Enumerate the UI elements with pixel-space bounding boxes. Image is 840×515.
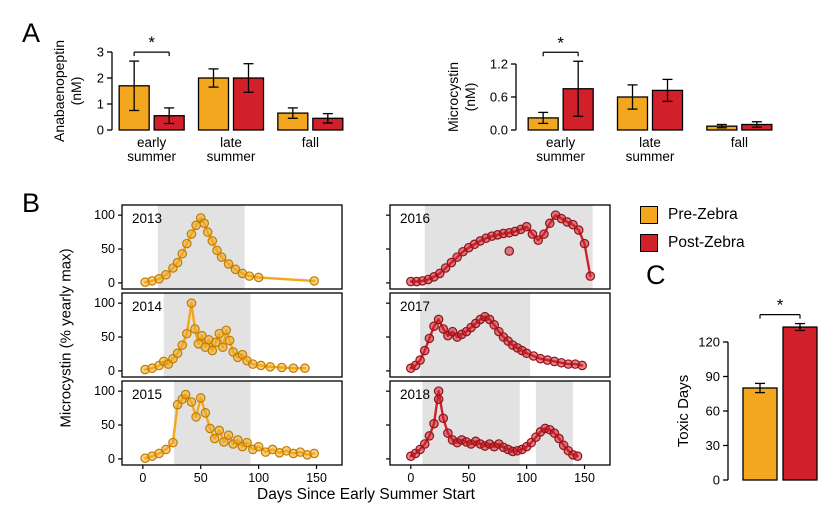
svg-text:fall: fall <box>302 135 319 150</box>
svg-text:*: * <box>148 33 155 52</box>
svg-text:100: 100 <box>248 471 269 485</box>
microcystin-timeseries-grid: 0 50 100 2013 0 50 100 2014 0 50 100 0 50 100 150 2015 2… <box>94 204 611 485</box>
svg-text:(nM): (nM) <box>462 83 478 112</box>
svg-text:0: 0 <box>97 123 104 138</box>
svg-text:100: 100 <box>516 471 537 485</box>
panel-b-x-axis-label: Days Since Early Summer Start <box>257 486 475 503</box>
svg-text:2017: 2017 <box>400 299 430 314</box>
svg-text:2015: 2015 <box>132 387 162 402</box>
svg-text:0: 0 <box>108 364 115 378</box>
svg-text:fall: fall <box>731 135 748 150</box>
svg-text:30: 30 <box>706 438 720 453</box>
legend-label-post-zebra: Post-Zebra <box>668 234 745 251</box>
svg-text:50: 50 <box>462 471 476 485</box>
toxic-days-bar-chart: 0 30 60 90 120 Toxic Days * <box>675 296 818 488</box>
svg-text:Microcystin: Microcystin <box>445 62 461 132</box>
svg-text:0: 0 <box>139 471 146 485</box>
svg-text:2016: 2016 <box>400 211 430 226</box>
svg-text:2013: 2013 <box>132 211 162 226</box>
svg-text:(nM): (nM) <box>68 77 84 106</box>
svg-text:late: late <box>220 135 242 150</box>
svg-text:50: 50 <box>194 471 208 485</box>
svg-text:Toxic Days: Toxic Days <box>675 375 692 448</box>
svg-text:summer: summer <box>536 149 585 164</box>
legend-label-pre-zebra: Pre-Zebra <box>668 206 738 223</box>
svg-text:100: 100 <box>94 384 115 398</box>
svg-text:summer: summer <box>626 149 675 164</box>
legend-item-post-zebra: Post-Zebra <box>640 234 745 252</box>
svg-text:0.6: 0.6 <box>490 90 508 105</box>
svg-text:90: 90 <box>706 369 720 384</box>
panel-b-label: B <box>22 188 41 218</box>
panel-c-label: C <box>646 260 666 290</box>
svg-text:100: 100 <box>94 208 115 222</box>
svg-text:1: 1 <box>97 97 104 112</box>
svg-text:50: 50 <box>101 242 115 256</box>
svg-text:Anabaenopeptin: Anabaenopeptin <box>51 40 67 142</box>
svg-text:2014: 2014 <box>132 299 163 314</box>
svg-text:50: 50 <box>101 330 115 344</box>
svg-text:0: 0 <box>713 473 720 488</box>
svg-text:0: 0 <box>108 276 115 290</box>
panel-a-label: A <box>22 18 41 48</box>
svg-text:150: 150 <box>574 471 595 485</box>
svg-text:3: 3 <box>97 45 104 60</box>
svg-text:120: 120 <box>698 335 720 350</box>
svg-text:100: 100 <box>94 296 115 310</box>
svg-text:2018: 2018 <box>400 387 430 402</box>
legend-item-pre-zebra: Pre-Zebra <box>640 206 745 224</box>
svg-text:150: 150 <box>306 471 327 485</box>
svg-text:summer: summer <box>127 149 176 164</box>
post-zebra-swatch-icon <box>640 234 658 252</box>
svg-text:2: 2 <box>97 71 104 86</box>
svg-text:*: * <box>557 33 564 52</box>
svg-text:late: late <box>639 135 661 150</box>
svg-text:50: 50 <box>101 418 115 432</box>
svg-text:*: * <box>777 296 784 315</box>
svg-text:summer: summer <box>207 149 256 164</box>
svg-text:early: early <box>546 135 576 150</box>
svg-text:0: 0 <box>407 471 414 485</box>
svg-text:60: 60 <box>706 404 720 419</box>
pre-zebra-swatch-icon <box>640 206 658 224</box>
svg-text:0: 0 <box>108 452 115 466</box>
panel-b-y-axis-label: Microcystin (% yearly max) <box>57 248 75 428</box>
svg-text:early: early <box>137 135 167 150</box>
svg-text:1.2: 1.2 <box>490 57 508 72</box>
svg-text:0.0: 0.0 <box>490 123 508 138</box>
legend: Pre-Zebra Post-Zebra <box>640 206 745 252</box>
